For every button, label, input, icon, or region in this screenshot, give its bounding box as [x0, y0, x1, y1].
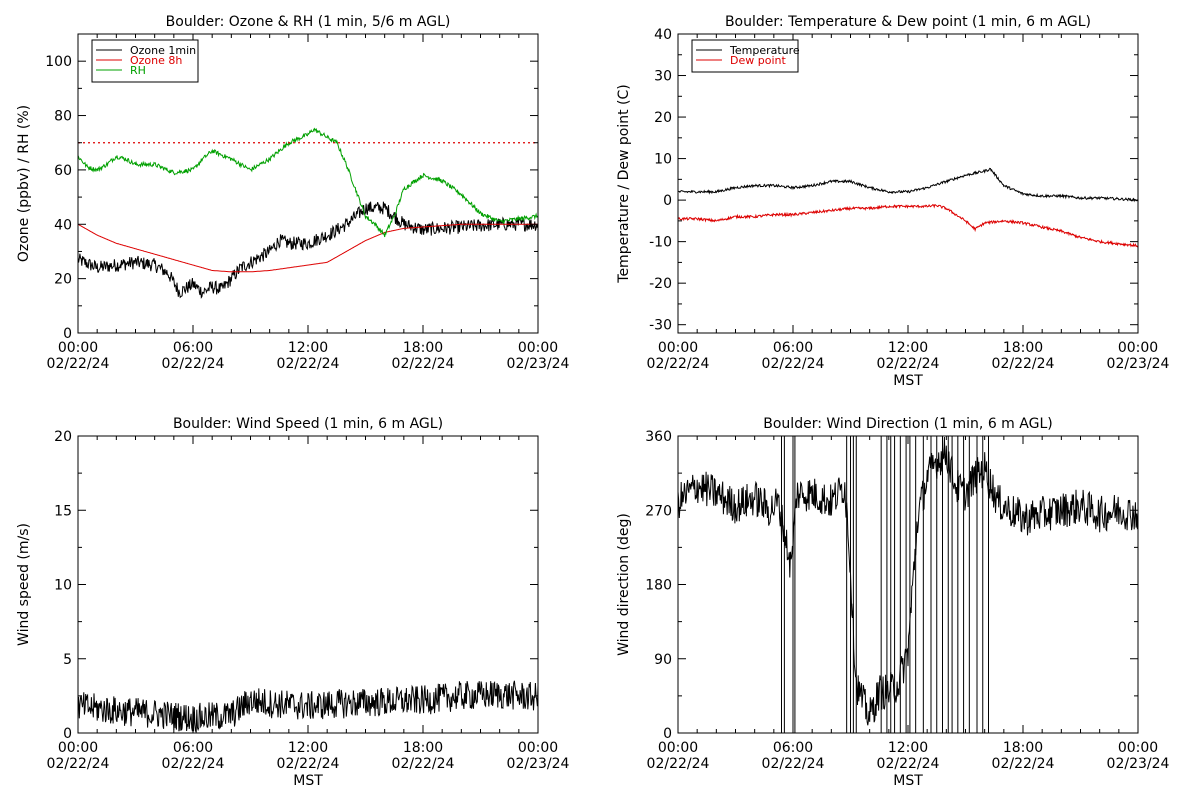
y-tick-label: 360 [645, 429, 672, 445]
y-tick-label: -10 [649, 235, 672, 251]
x-tick-date-label: 02/23/24 [507, 356, 570, 372]
x-tick-time-label: 12:00 [288, 340, 328, 356]
y-axis-label: Ozone (ppbv) / RH (%) [16, 105, 32, 262]
x-tick-date-label: 02/22/24 [647, 756, 710, 772]
legend-label: Ozone 1min [130, 44, 196, 57]
series-line-3 [78, 127, 538, 238]
y-tick-label: 40 [654, 27, 672, 43]
legend-label: RH [130, 64, 146, 77]
y-tick-label: 80 [54, 109, 72, 125]
legend-label: Temperature [729, 44, 800, 57]
series-line-1 [78, 680, 538, 733]
y-tick-label: 0 [663, 726, 672, 742]
y-tick-label: 90 [654, 652, 672, 668]
x-tick-time-label: 18:00 [403, 740, 443, 756]
y-tick-label: 15 [54, 503, 72, 519]
plot-frame [677, 435, 1139, 734]
x-tick-time-label: 06:00 [773, 740, 813, 756]
x-tick-time-label: 12:00 [288, 740, 328, 756]
x-tick-date-label: 02/22/24 [162, 756, 225, 772]
x-tick-time-label: 12:00 [888, 740, 928, 756]
x-tick-time-label: 06:00 [173, 740, 213, 756]
y-axis-label: Temperature / Dew point (C) [616, 84, 632, 283]
y-tick-label: 20 [54, 272, 72, 288]
x-tick-time-label: 00:00 [658, 740, 698, 756]
series-line-2 [678, 203, 1138, 248]
series-line-2 [78, 223, 538, 273]
y-axis-label: Wind speed (m/s) [16, 523, 32, 646]
y-tick-label: 60 [54, 163, 72, 179]
x-tick-date-label: 02/23/24 [1107, 756, 1170, 772]
x-tick-date-label: 02/22/24 [992, 756, 1055, 772]
x-tick-date-label: 02/22/24 [877, 756, 940, 772]
x-tick-time-label: 18:00 [1003, 340, 1043, 356]
legend-label: Ozone 8h [130, 54, 182, 67]
x-tick-time-label: 00:00 [58, 340, 98, 356]
x-tick-time-label: 00:00 [58, 740, 98, 756]
legend-box [91, 39, 199, 83]
y-tick-label: 180 [645, 578, 672, 594]
x-tick-date-label: 02/22/24 [992, 356, 1055, 372]
plot-frame [77, 435, 539, 734]
x-tick-date-label: 02/22/24 [762, 356, 825, 372]
chart-title: Boulder: Ozone & RH (1 min, 5/6 m AGL) [166, 14, 451, 30]
x-tick-date-label: 02/22/24 [277, 756, 340, 772]
x-tick-time-label: 18:00 [403, 340, 443, 356]
chart-panel-4: Boulder: Wind Direction (1 min, 6 m AGL)… [616, 416, 1170, 789]
chart-panel-3: Boulder: Wind Speed (1 min, 6 m AGL) 0 5 10… [16, 416, 570, 789]
x-tick-time-label: 00:00 [518, 740, 558, 756]
x-axis-label: MST [293, 773, 323, 789]
y-tick-label: -30 [649, 318, 672, 334]
y-tick-label: 40 [54, 217, 72, 233]
y-tick-label: 270 [645, 503, 672, 519]
chart-title: Boulder: Wind Direction (1 min, 6 m AGL) [763, 416, 1052, 432]
x-tick-date-label: 02/22/24 [647, 356, 710, 372]
x-tick-time-label: 00:00 [1118, 740, 1158, 756]
x-tick-date-label: 02/22/24 [47, 356, 110, 372]
x-tick-date-label: 02/22/24 [877, 356, 940, 372]
x-tick-time-label: 00:00 [658, 340, 698, 356]
y-tick-label: -20 [649, 276, 672, 292]
y-tick-label: 0 [63, 726, 72, 742]
x-tick-date-label: 02/23/24 [507, 756, 570, 772]
series-line-1 [78, 201, 538, 299]
y-tick-label: 10 [54, 578, 72, 594]
y-tick-label: 5 [63, 652, 72, 668]
x-tick-date-label: 02/22/24 [392, 356, 455, 372]
y-tick-label: 0 [63, 326, 72, 342]
y-tick-label: 10 [654, 152, 672, 168]
chart-panel-1: Boulder: Ozone & RH (1 min, 5/6 m AGL)02… [16, 14, 570, 372]
chart-title: Boulder: Wind Speed (1 min, 6 m AGL) [173, 416, 443, 432]
series-line-1 [678, 167, 1138, 203]
chart-title: Boulder: Temperature & Dew point (1 min,… [725, 14, 1091, 30]
x-tick-time-label: 12:00 [888, 340, 928, 356]
y-tick-label: 30 [654, 69, 672, 85]
legend-label: Dew point [730, 54, 786, 67]
x-tick-date-label: 02/22/24 [762, 756, 825, 772]
y-tick-label: 0 [663, 193, 672, 209]
x-axis-label: MST [893, 373, 923, 389]
x-axis-label: MST [893, 773, 923, 789]
x-tick-time-label: 06:00 [773, 340, 813, 356]
y-axis-label: Wind direction (deg) [616, 513, 632, 656]
x-tick-date-label: 02/22/24 [47, 756, 110, 772]
y-tick-label: 20 [54, 429, 72, 445]
x-tick-time-label: 18:00 [1003, 740, 1043, 756]
legend-box [691, 39, 799, 73]
x-tick-date-label: 02/22/24 [392, 756, 455, 772]
x-tick-time-label: 06:00 [173, 340, 213, 356]
y-tick-label: 100 [45, 54, 72, 70]
x-tick-time-label: 00:00 [1118, 340, 1158, 356]
x-tick-time-label: 00:00 [518, 340, 558, 356]
x-tick-date-label: 02/22/24 [277, 356, 340, 372]
chart-panel-2: Boulder: Temperature & Dew point (1 min,… [616, 14, 1170, 389]
x-tick-date-label: 02/22/24 [162, 356, 225, 372]
x-tick-date-label: 02/23/24 [1107, 356, 1170, 372]
y-tick-label: 20 [654, 110, 672, 126]
series-line-1 [678, 436, 1138, 726]
plot-frame [677, 33, 1139, 334]
